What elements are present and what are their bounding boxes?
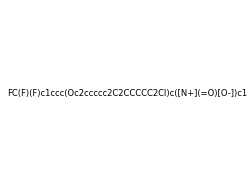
Text: FC(F)(F)c1ccc(Oc2ccccc2C2CCCCC2Cl)c([N+](=O)[O-])c1: FC(F)(F)c1ccc(Oc2ccccc2C2CCCCC2Cl)c([N+]… [7,89,248,98]
